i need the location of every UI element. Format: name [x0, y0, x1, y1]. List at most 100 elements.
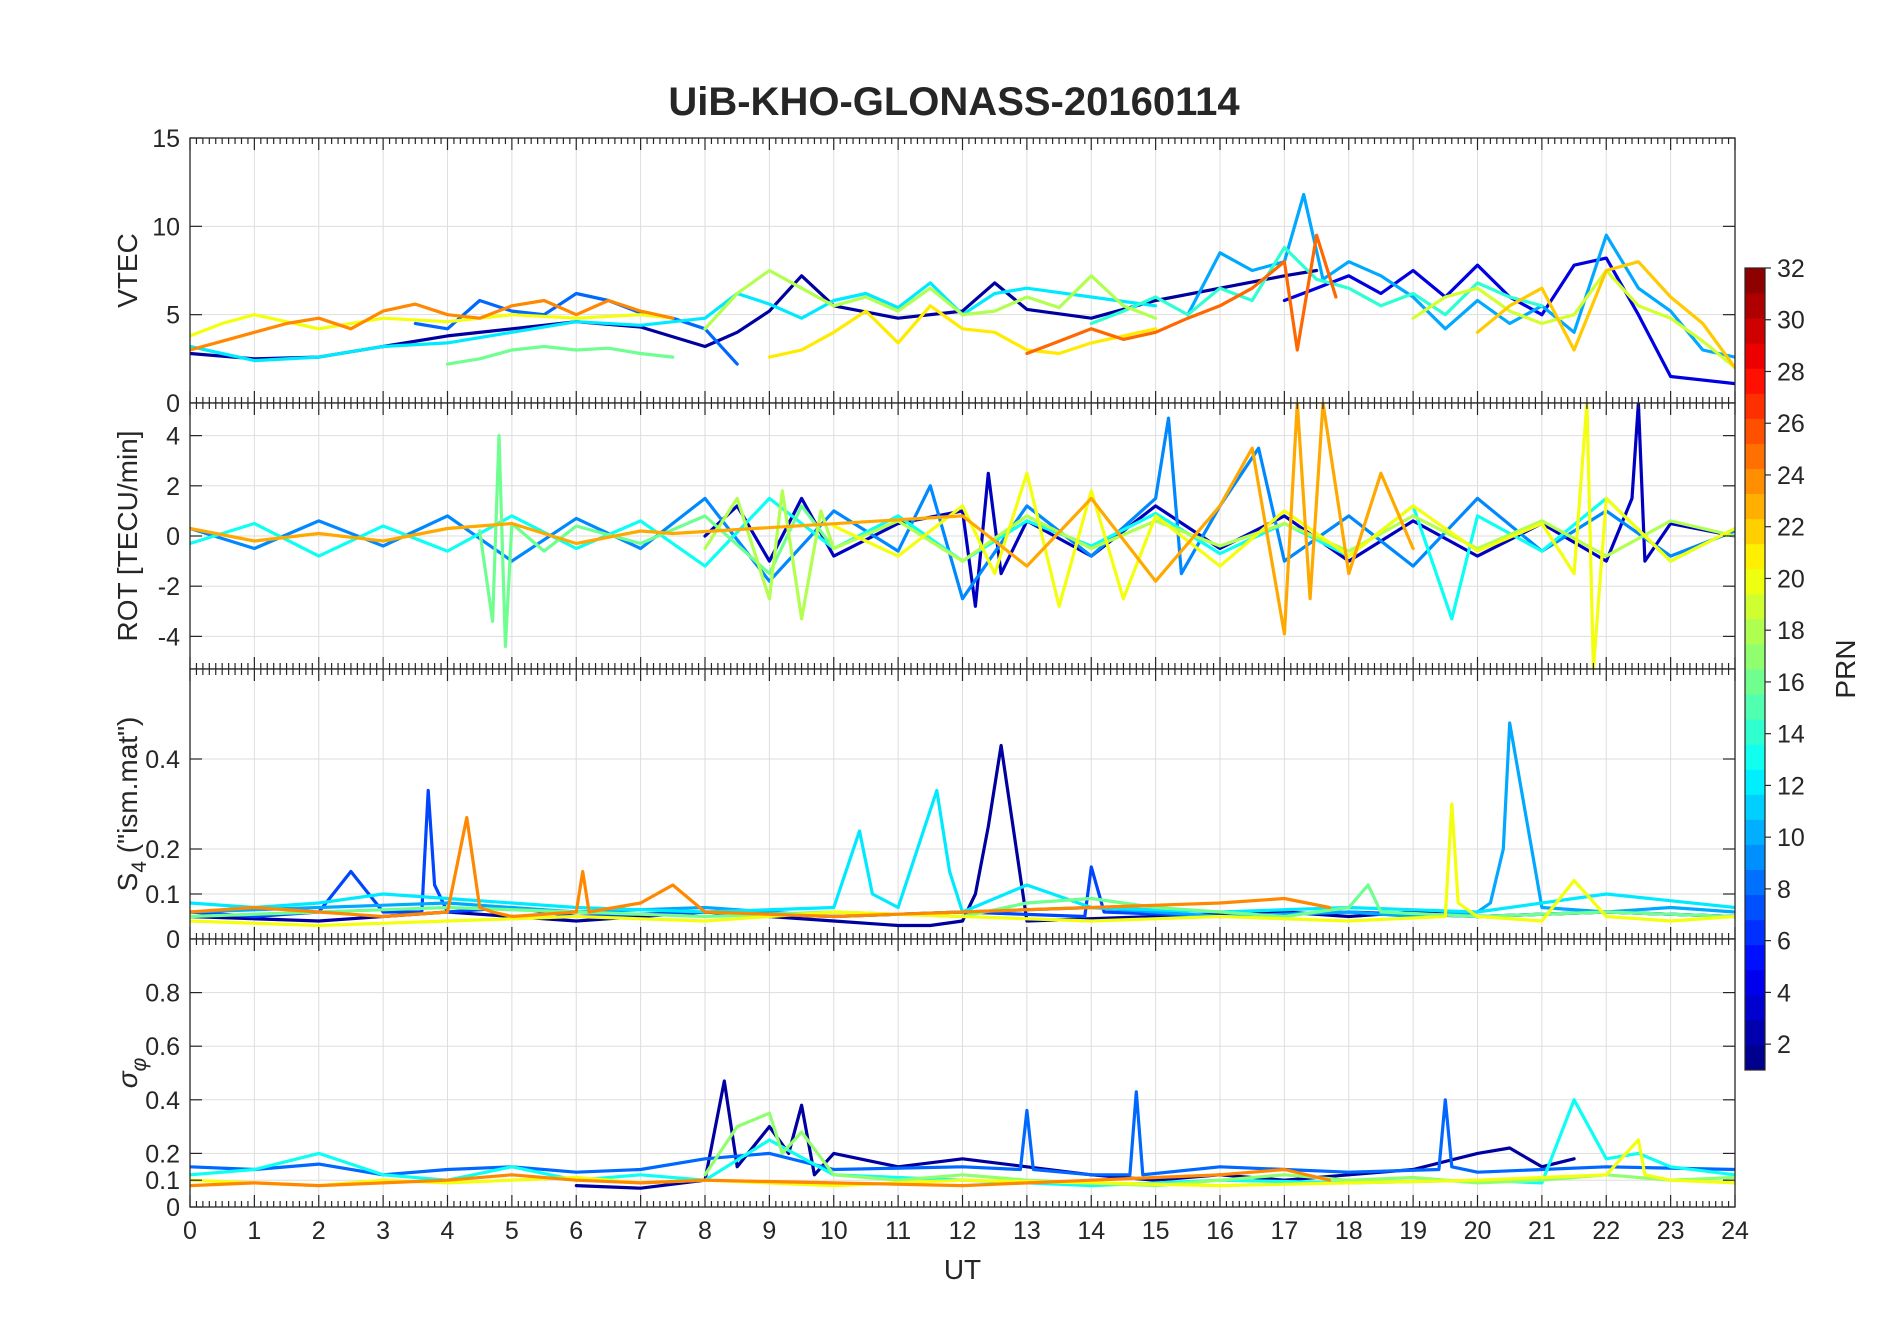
- colorbar-tick-label: 8: [1777, 876, 1791, 904]
- x-tick-label: 23: [1657, 1217, 1685, 1245]
- colorbar-segment: [1745, 418, 1765, 444]
- series-prn-22: [1475, 260, 1735, 370]
- colorbar-tick-label: 16: [1777, 669, 1805, 697]
- series-prn-24: [190, 298, 675, 352]
- series-group: [190, 721, 1735, 928]
- colorbar-tick-label: 2: [1777, 1031, 1791, 1059]
- x-tick-label: 9: [762, 1217, 776, 1245]
- colorbar-tick-label: 12: [1777, 772, 1805, 800]
- series-prn-25: [1025, 233, 1338, 356]
- y-axis: 00.10.2 0.4 0.6 0.8: [145, 980, 1735, 1222]
- y-axis-label: σφ: [112, 1057, 151, 1088]
- series-prn-20: [832, 403, 1735, 669]
- colorbar-segment: [1745, 293, 1765, 319]
- colorbar-segment: [1745, 318, 1765, 344]
- colorbar-segment: [1745, 719, 1765, 745]
- x-axis-label: UT: [944, 1254, 981, 1285]
- y-tick-label: 0.4: [145, 1087, 180, 1115]
- colorbar-segment: [1745, 543, 1765, 570]
- y-tick-label: 5: [166, 302, 180, 330]
- x-tick-label: 10: [820, 1217, 848, 1245]
- x-tick-label: 2: [312, 1217, 326, 1245]
- colorbar-segment: [1745, 443, 1765, 469]
- series-prn-8: [190, 1090, 1735, 1177]
- colorbar-segment: [1745, 368, 1765, 394]
- x-tick-label: 11: [885, 1217, 911, 1245]
- x-tick-label: 18: [1335, 1217, 1363, 1245]
- colorbar-segment: [1745, 268, 1765, 294]
- grid: [189, 403, 1736, 669]
- colorbar-tick-label: 30: [1777, 307, 1805, 335]
- series-prn-13: [190, 1098, 1735, 1188]
- y-tick-label: -2: [158, 573, 180, 601]
- x-ticks: [189, 669, 1736, 939]
- colorbar-segment: [1745, 919, 1765, 946]
- panel-rot: -4 -2 0 2 4 ROT [TECU/min]: [112, 402, 1736, 670]
- series-group: [190, 403, 1735, 669]
- x-axis: 0 1 2 3 4 5 6 7 8 9 10 11 12 13 14 15 16 17 18 19 20 21 22 23 24…: [183, 1217, 1749, 1285]
- series-prn-21: [767, 304, 1158, 359]
- x-ticks: [189, 403, 1736, 669]
- series-prn-3: [703, 403, 1735, 608]
- y-tick-label: 0: [166, 523, 180, 551]
- colorbar-segment: [1745, 944, 1765, 971]
- x-tick-label: 6: [569, 1217, 583, 1245]
- x-tick-label: 13: [1013, 1217, 1041, 1245]
- colorbar-segment: [1745, 869, 1765, 896]
- colorbar-tick-label: 14: [1777, 721, 1805, 749]
- y-tick-label: 10: [152, 213, 180, 241]
- colorbar-label: PRN: [1830, 639, 1861, 698]
- y-tick-label: 0: [166, 390, 180, 418]
- series-prn-18: [703, 268, 1158, 331]
- x-tick-label: 8: [698, 1217, 712, 1245]
- x-tick-label: 7: [634, 1217, 648, 1245]
- x-tick-label: 14: [1077, 1217, 1105, 1245]
- series-prn-19: [1411, 268, 1735, 370]
- series-group: [190, 1079, 1735, 1190]
- colorbar-tick-label: 22: [1777, 514, 1805, 542]
- colorbar-tick-label: 20: [1777, 565, 1805, 593]
- colorbar-segment: [1745, 1044, 1765, 1071]
- y-axis: 0 0.1 0.2 0.4: [145, 746, 1735, 954]
- x-tick-label: 16: [1206, 1217, 1234, 1245]
- colorbar-segment: [1745, 744, 1765, 770]
- colorbar-tick-label: 18: [1777, 617, 1805, 645]
- colorbar-tick-label: 10: [1777, 824, 1805, 852]
- series-prn-2: [190, 743, 1735, 928]
- colorbar-segment: [1745, 618, 1765, 645]
- series-prn-20: [190, 313, 675, 338]
- series-prn-14: [1089, 245, 1544, 326]
- series-prn-24: [190, 1167, 1332, 1188]
- colorbar-segment: [1745, 769, 1765, 795]
- y-axis-label: ROT [TECU/min]: [112, 430, 143, 641]
- series-prn-24: [190, 815, 1332, 919]
- y-tick-label: 0.1: [145, 1167, 180, 1195]
- x-tick-label: 1: [247, 1217, 261, 1245]
- series-prn-4: [1282, 256, 1735, 386]
- colorbar-tick-label: 28: [1777, 358, 1805, 386]
- colorbar-segment: [1745, 819, 1765, 845]
- colorbar-segment: [1745, 568, 1765, 595]
- colorbar-tick-label: 4: [1777, 979, 1791, 1007]
- y-tick-label: 15: [152, 125, 180, 153]
- colorbar-segment: [1745, 994, 1765, 1021]
- series-prn-9: [190, 416, 1735, 601]
- x-tick-label: 19: [1399, 1217, 1427, 1245]
- x-tick-label: 21: [1528, 1217, 1556, 1245]
- x-tick-label: 0: [183, 1217, 197, 1245]
- colorbar-segment: [1745, 518, 1765, 545]
- y-tick-label: 0.2: [145, 1140, 180, 1168]
- x-tick-label: 24: [1721, 1217, 1749, 1245]
- colorbar-segment: [1745, 1019, 1765, 1046]
- series-prn-12: [190, 788, 1735, 914]
- y-axis-label: S4 ("ism.mat"): [112, 717, 151, 892]
- colorbar-segment: [1745, 969, 1765, 996]
- x-tick-label: 22: [1592, 1217, 1620, 1245]
- colorbar-segment: [1745, 643, 1765, 670]
- colorbar-tick-label: 24: [1777, 462, 1805, 490]
- y-tick-label: 0.8: [145, 980, 180, 1008]
- series-prn-16: [445, 344, 675, 366]
- x-tick-label: 15: [1142, 1217, 1170, 1245]
